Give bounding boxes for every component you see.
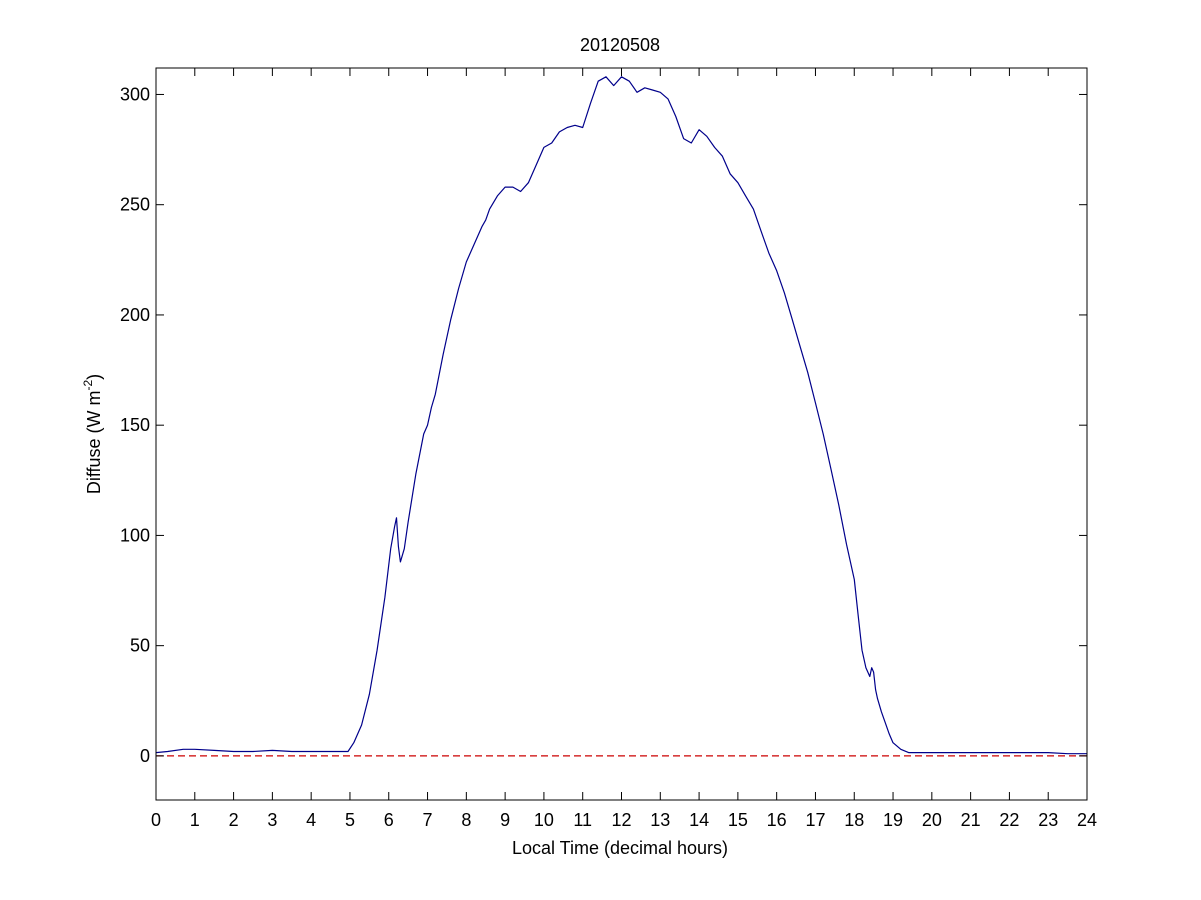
- x-tick-label: 21: [961, 810, 981, 830]
- x-tick-label: 12: [611, 810, 631, 830]
- plot-layer: [155, 76, 1087, 757]
- x-tick-label: 1: [190, 810, 200, 830]
- x-tick-label: 13: [650, 810, 670, 830]
- x-tick-label: 10: [534, 810, 554, 830]
- y-tick-label: 300: [120, 84, 150, 104]
- y-axis-title-suffix: ): [84, 374, 104, 380]
- x-tick-label: 20: [922, 810, 942, 830]
- x-tick-label: 24: [1077, 810, 1097, 830]
- x-tick-label: 0: [151, 810, 161, 830]
- x-tick-label: 4: [306, 810, 316, 830]
- y-tick-label: 200: [120, 305, 150, 325]
- y-tick-label: 50: [130, 636, 150, 656]
- x-tick-label: 18: [844, 810, 864, 830]
- x-axis-ticks: 0 1 2 3 4 5 6 7 8 9 10 11 12 13 14 15 16 17 18 19 20 21 22 23 24: [151, 68, 1097, 830]
- y-axis-title-prefix: Diffuse (W m: [84, 390, 104, 494]
- x-tick-label: 5: [345, 810, 355, 830]
- x-tick-label: 8: [461, 810, 471, 830]
- chart-title: 20120508: [580, 35, 660, 55]
- x-tick-label: 22: [999, 810, 1019, 830]
- x-tick-label: 7: [423, 810, 433, 830]
- x-tick-label: 6: [384, 810, 394, 830]
- diffuse-series-line: [155, 76, 1087, 755]
- x-tick-label: 9: [500, 810, 510, 830]
- x-tick-label: 17: [805, 810, 825, 830]
- y-tick-label: 250: [120, 195, 150, 215]
- x-tick-label: 23: [1038, 810, 1058, 830]
- x-tick-label: 3: [267, 810, 277, 830]
- x-tick-label: 11: [573, 810, 592, 830]
- x-axis-title: Local Time (decimal hours): [512, 838, 728, 858]
- x-tick-label: 14: [689, 810, 709, 830]
- x-tick-label: 2: [229, 810, 239, 830]
- x-tick-label: 16: [767, 810, 787, 830]
- x-tick-label: 15: [728, 810, 748, 830]
- y-axis-title-superscript: -2: [81, 379, 95, 390]
- y-tick-label: 150: [120, 415, 150, 435]
- y-axis-ticks: 0 50 100 150 200 250 300: [120, 84, 1087, 766]
- x-tick-label: 19: [883, 810, 903, 830]
- y-tick-label: 0: [140, 746, 150, 766]
- y-tick-label: 100: [120, 525, 150, 545]
- y-axis-title: Diffuse (W m-2): [81, 374, 104, 494]
